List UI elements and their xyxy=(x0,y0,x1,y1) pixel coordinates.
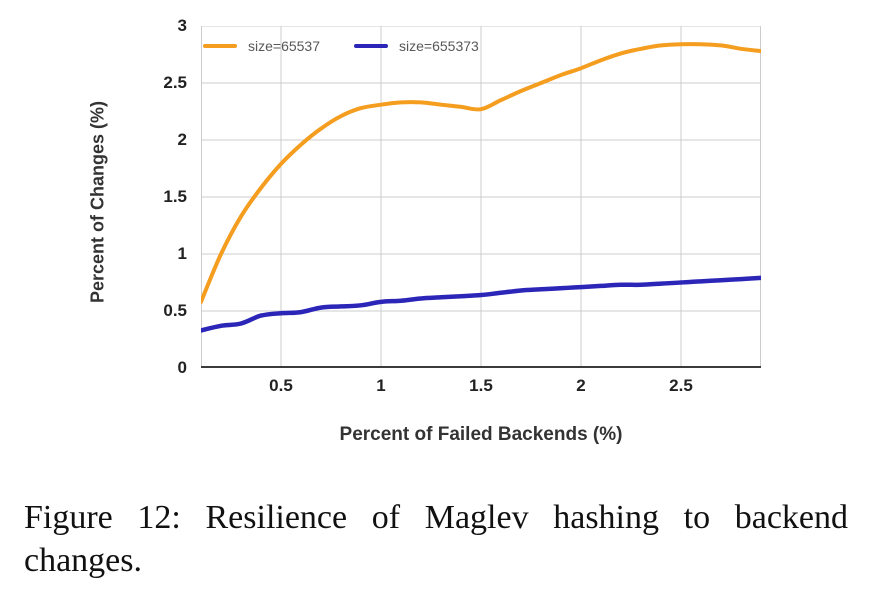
legend-item-size-655373: size=655373 xyxy=(354,38,479,54)
y-tick-label: 0 xyxy=(177,358,187,377)
x-tick-label: 2.5 xyxy=(669,376,693,395)
legend-swatch-blue-line-icon xyxy=(354,44,389,48)
figure-caption-line1: Figure 12: Resilience of Maglev hashing … xyxy=(24,499,848,536)
legend-swatch-orange-line-icon xyxy=(203,44,237,48)
y-tick-label: 3 xyxy=(177,16,187,35)
x-axis-title: Percent of Failed Backends (%) xyxy=(339,424,623,445)
y-tick-label: 2.5 xyxy=(163,73,187,92)
line-chart xyxy=(201,26,761,368)
x-axis-tick-labels: 0.5 1 1.5 2 2.5 xyxy=(0,376,878,400)
y-tick-label: 2 xyxy=(177,130,187,149)
plot-area xyxy=(201,26,761,368)
figure-caption: Figure 12: Resilience of Maglev hashing … xyxy=(24,496,848,582)
chart-legend: size=65537 size=655373 xyxy=(203,38,479,54)
x-tick-label: 1 xyxy=(376,376,386,395)
y-tick-label: 1.5 xyxy=(163,187,187,206)
x-tick-label: 1.5 xyxy=(469,376,493,395)
series-line-size=655373 xyxy=(201,275,761,333)
legend-item-size-65537: size=65537 xyxy=(203,38,320,54)
y-tick-label: 1 xyxy=(177,244,187,263)
series-line-size=65537 xyxy=(201,42,761,304)
figure-caption-line2: changes. xyxy=(24,542,143,579)
legend-label: size=65537 xyxy=(248,38,321,54)
y-tick-label: 0.5 xyxy=(163,301,187,320)
y-axis-tick-labels: 0 0.5 1 1.5 2 2.5 3 xyxy=(0,0,187,400)
x-tick-label: 0.5 xyxy=(269,376,293,395)
x-tick-label: 2 xyxy=(576,376,586,395)
legend-label: size=655373 xyxy=(399,38,479,54)
